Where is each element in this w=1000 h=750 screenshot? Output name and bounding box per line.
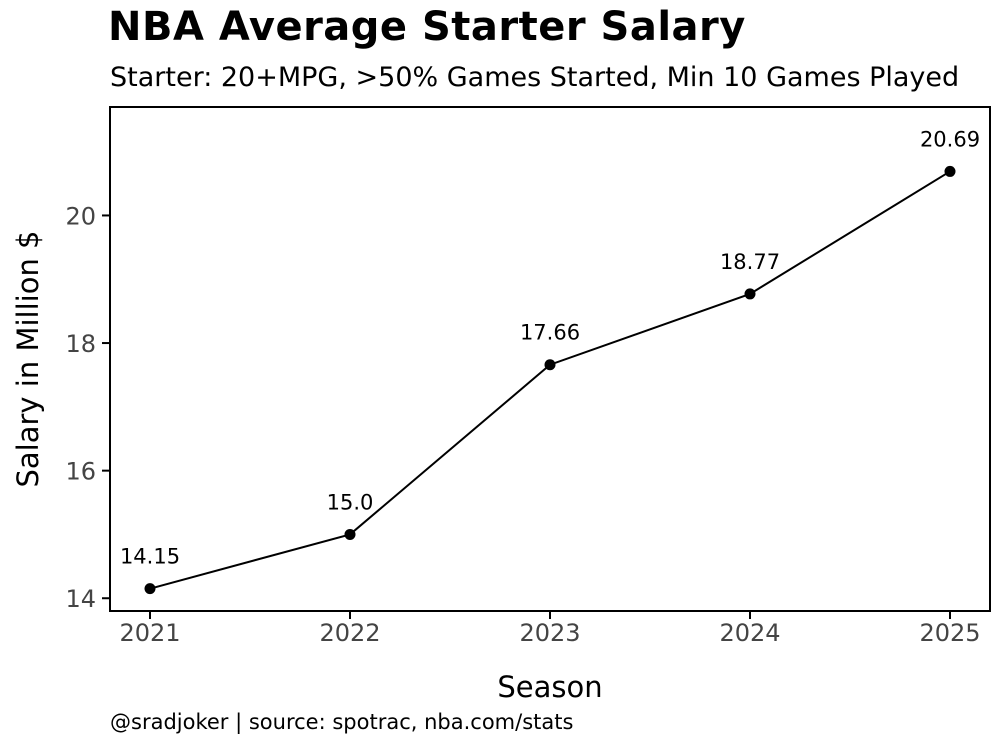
x-axis-title: Season (497, 670, 602, 704)
data-point (544, 359, 556, 371)
y-tick-label: 20 (65, 202, 96, 230)
data-label: 20.69 (920, 127, 980, 151)
data-label: 17.66 (520, 321, 580, 345)
data-label: 14.15 (120, 545, 180, 569)
data-point (144, 583, 156, 595)
data-point (944, 165, 956, 177)
data-points (144, 165, 956, 595)
y-tick-label: 18 (65, 330, 96, 358)
data-point (344, 528, 356, 540)
source-credit: @sradjoker | source: spotrac, nba.com/st… (110, 710, 574, 734)
data-labels: 14.15 15.0 17.66 18.77 20.69 (120, 127, 980, 568)
x-tick-label: 2025 (919, 619, 980, 647)
x-axis: 2021 2022 2023 2024 2025 (119, 611, 981, 647)
x-tick-label: 2021 (119, 619, 180, 647)
data-point (744, 288, 756, 300)
x-tick-label: 2023 (519, 619, 580, 647)
y-axis: 14 16 18 20 (65, 202, 110, 613)
chart-title: NBA Average Starter Salary (108, 4, 746, 50)
y-tick-label: 14 (65, 585, 96, 613)
chart-subtitle: Starter: 20+MPG, >50% Games Started, Min… (110, 62, 960, 93)
x-tick-label: 2022 (319, 619, 380, 647)
data-label: 18.77 (720, 250, 780, 274)
data-label: 15.0 (327, 490, 374, 514)
x-tick-label: 2024 (719, 619, 780, 647)
plot-frame (109, 106, 991, 612)
y-axis-title: Salary in Million $ (11, 230, 45, 487)
series-line (149, 170, 951, 590)
y-tick-label: 16 (65, 458, 96, 486)
